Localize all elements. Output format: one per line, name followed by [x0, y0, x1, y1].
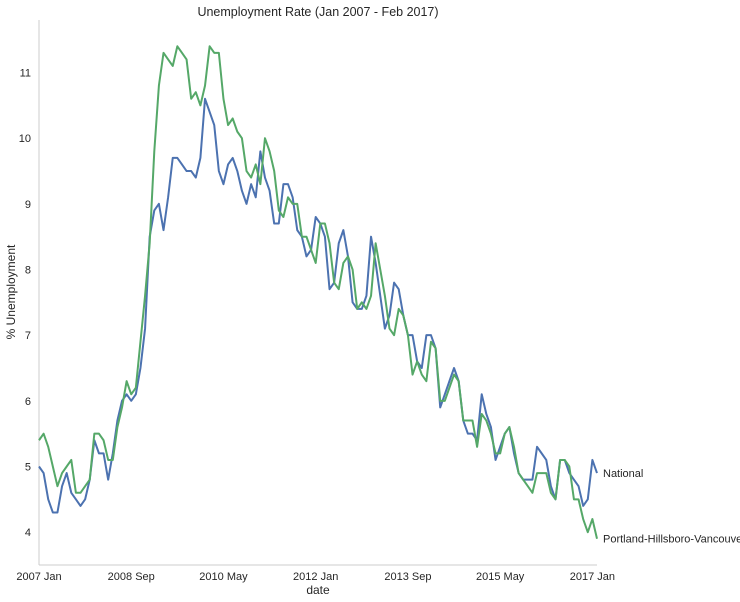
series-label-portland-hillsboro-vancouver: Portland-Hillsboro-Vancouver [603, 534, 740, 546]
y-ticks: 4 5 6 7 8 9 10 11 [19, 68, 31, 540]
y-tick-label: 10 [19, 133, 31, 145]
series-labels: National Portland-Hillsboro-Vancouver [603, 468, 740, 546]
y-tick-label: 9 [25, 199, 31, 211]
x-axis-label: date [306, 583, 330, 597]
y-tick-label: 5 [25, 462, 31, 474]
series-lines [38, 45, 598, 539]
y-tick-label: 4 [25, 527, 31, 539]
x-tick-label: 2017 Jan [570, 571, 615, 583]
y-tick-label: 11 [20, 68, 31, 80]
series-line-national [38, 97, 598, 514]
x-tick-label: 2012 Jan [293, 571, 338, 583]
x-tick-label: 2013 Sep [384, 571, 431, 583]
y-axis-label: % Unemployment [4, 244, 18, 339]
y-tick-label: 6 [25, 396, 31, 408]
x-ticks: 2007 Jan 2008 Sep 2010 May 2012 Jan 2013 Sep… [16, 571, 615, 583]
x-tick-label: 2015 May [476, 571, 525, 583]
chart-title: Unemployment Rate (Jan 2007 - Feb 2017) [197, 5, 438, 19]
y-tick-label: 8 [25, 265, 31, 277]
series-line-portland-hillsboro-vancouver [38, 45, 598, 539]
series-label-national: National [603, 468, 643, 480]
y-tick-label: 7 [25, 330, 31, 342]
x-tick-label: 2008 Sep [108, 571, 155, 583]
x-tick-label: 2007 Jan [16, 571, 61, 583]
x-tick-label: 2010 May [199, 571, 248, 583]
